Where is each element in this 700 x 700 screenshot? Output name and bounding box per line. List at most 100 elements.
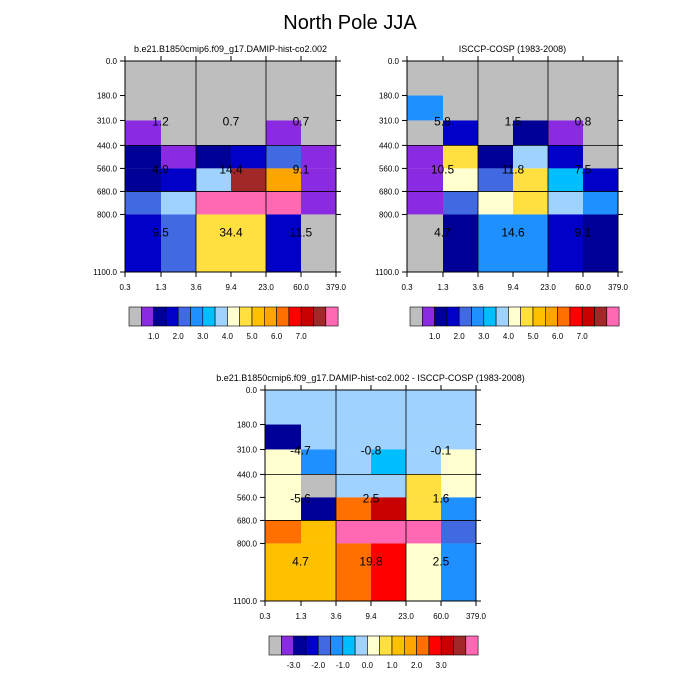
heatmap-cell bbox=[301, 474, 336, 498]
colorbar-swatch bbox=[428, 635, 442, 656]
heatmap-cell bbox=[371, 449, 406, 475]
heatmap-cell bbox=[301, 390, 336, 425]
colorbar-swatch bbox=[128, 306, 142, 327]
heatmap-cell bbox=[266, 214, 301, 272]
heatmap-cell bbox=[336, 497, 371, 521]
colorbar-swatch bbox=[214, 306, 228, 327]
heatmap-cell bbox=[406, 497, 441, 521]
heatmap-cell bbox=[336, 424, 371, 450]
colorbar-swatch bbox=[177, 306, 191, 327]
cell-value-label: 1.2 bbox=[152, 114, 169, 128]
panel-title: b.e21.B1850cmip6.f09_g17.DAMIP-hist-co2.… bbox=[134, 44, 327, 54]
heatmap-cell bbox=[301, 191, 336, 215]
cell-value-label: 1.5 bbox=[505, 114, 522, 128]
heatmap-cell bbox=[301, 168, 336, 192]
heatmap-cell bbox=[301, 449, 336, 475]
colorbar-swatch bbox=[354, 635, 368, 656]
heatmap-cell bbox=[161, 214, 196, 272]
heatmap-cell bbox=[231, 191, 266, 215]
heatmap-cell bbox=[478, 168, 513, 192]
heatmap-cell bbox=[265, 390, 301, 425]
heatmap-cell bbox=[371, 520, 406, 544]
colorbar-swatch bbox=[495, 306, 509, 327]
y-tick-label: 440.0 bbox=[379, 141, 400, 150]
colorbar-swatch bbox=[280, 635, 294, 656]
heatmap-cell bbox=[478, 61, 513, 96]
colorbar-swatch bbox=[391, 635, 405, 656]
heatmap-panel-3: b.e21.B1850cmip6.f09_g17.DAMIP-hist-co2.… bbox=[216, 373, 525, 670]
colorbar-swatch bbox=[594, 306, 608, 327]
heatmap-cell bbox=[161, 120, 196, 146]
x-tick-label: 0.3 bbox=[259, 612, 271, 621]
colorbar-label: 3.0 bbox=[436, 661, 448, 670]
x-tick-label: 9.4 bbox=[507, 283, 519, 292]
colorbar: 1.0 2.0 3.0 4.0 5.0 6.0 7.0 bbox=[128, 306, 339, 341]
colorbar-swatch bbox=[153, 306, 167, 327]
y-tick-label: 0.0 bbox=[246, 386, 258, 395]
colorbar-swatch bbox=[313, 306, 327, 327]
colorbar-label: -1.0 bbox=[336, 661, 350, 670]
cell-value-label: 4.7 bbox=[434, 226, 451, 240]
y-tick-label: 310.0 bbox=[379, 116, 400, 125]
heatmap-cell bbox=[301, 497, 336, 521]
colorbar-swatch bbox=[342, 635, 356, 656]
heatmap-cell bbox=[125, 191, 161, 215]
heatmap-cell bbox=[407, 95, 443, 121]
colorbar-swatch bbox=[508, 306, 521, 327]
y-tick-label: 560.0 bbox=[379, 164, 400, 173]
heatmap-cell bbox=[301, 145, 336, 169]
heatmap-cell bbox=[336, 543, 371, 601]
heatmap-cell bbox=[441, 520, 476, 544]
heatmap-cell bbox=[478, 120, 513, 146]
heatmap-cell bbox=[161, 191, 196, 215]
heatmap-cell bbox=[406, 543, 441, 601]
colorbar-swatch bbox=[440, 635, 454, 656]
heatmap-cell bbox=[301, 543, 336, 601]
heatmap-cell bbox=[196, 61, 231, 96]
cell-value-label: 9.5 bbox=[152, 226, 169, 240]
x-tick-label: 60.0 bbox=[575, 283, 591, 292]
cell-value-label: 2.5 bbox=[433, 555, 450, 569]
heatmap-cell bbox=[301, 424, 336, 450]
heatmap-cell bbox=[513, 61, 548, 96]
cell-value-label: 7.5 bbox=[575, 162, 592, 176]
x-tick-label: 3.6 bbox=[472, 283, 484, 292]
colorbar-swatch bbox=[532, 306, 546, 327]
heatmap-cell bbox=[583, 145, 618, 169]
colorbar-label: -3.0 bbox=[287, 661, 301, 670]
heatmap-cell bbox=[266, 120, 301, 146]
heatmap-cell bbox=[336, 474, 371, 498]
colorbar-label: 6.0 bbox=[552, 332, 564, 341]
y-tick-label: 0.0 bbox=[388, 57, 400, 66]
colorbar-swatch bbox=[453, 635, 467, 656]
x-tick-label: 379.0 bbox=[608, 283, 629, 292]
heatmap-cell bbox=[513, 214, 548, 272]
colorbar-label: 5.0 bbox=[527, 332, 539, 341]
heatmap-cell bbox=[548, 214, 583, 272]
cell-value-label: 34.4 bbox=[219, 226, 243, 240]
colorbar-swatch bbox=[520, 306, 534, 327]
heatmap-cell bbox=[407, 61, 443, 96]
heatmap-cell bbox=[407, 120, 443, 146]
cell-value-label: 11.5 bbox=[290, 226, 313, 240]
cell-value-label: -0.8 bbox=[361, 443, 382, 457]
heatmap-cell bbox=[265, 497, 301, 521]
cell-value-label: 14.6 bbox=[501, 226, 525, 240]
heatmap-cell bbox=[125, 145, 161, 169]
panel-title: b.e21.B1850cmip6.f09_g17.DAMIP-hist-co2.… bbox=[216, 373, 525, 383]
heatmap-cell bbox=[443, 95, 478, 121]
heatmap-panel-1: b.e21.B1850cmip6.f09_g17.DAMIP-hist-co2.… bbox=[93, 44, 346, 341]
heatmap-cell bbox=[161, 168, 196, 192]
colorbar-label: 1.0 bbox=[429, 332, 441, 341]
y-tick-label: 1100.0 bbox=[233, 597, 257, 606]
heatmap-cell bbox=[196, 168, 231, 192]
cell-value-label: 0.8 bbox=[575, 114, 592, 128]
heatmap-cell bbox=[265, 520, 301, 544]
colorbar-swatch bbox=[330, 635, 344, 656]
heatmap-cell bbox=[301, 120, 336, 146]
heatmap-cell bbox=[407, 214, 443, 272]
heatmap-cell bbox=[548, 95, 583, 121]
heatmap-cell bbox=[371, 497, 406, 521]
colorbar-swatch bbox=[403, 635, 417, 656]
heatmap-cell bbox=[125, 120, 161, 146]
